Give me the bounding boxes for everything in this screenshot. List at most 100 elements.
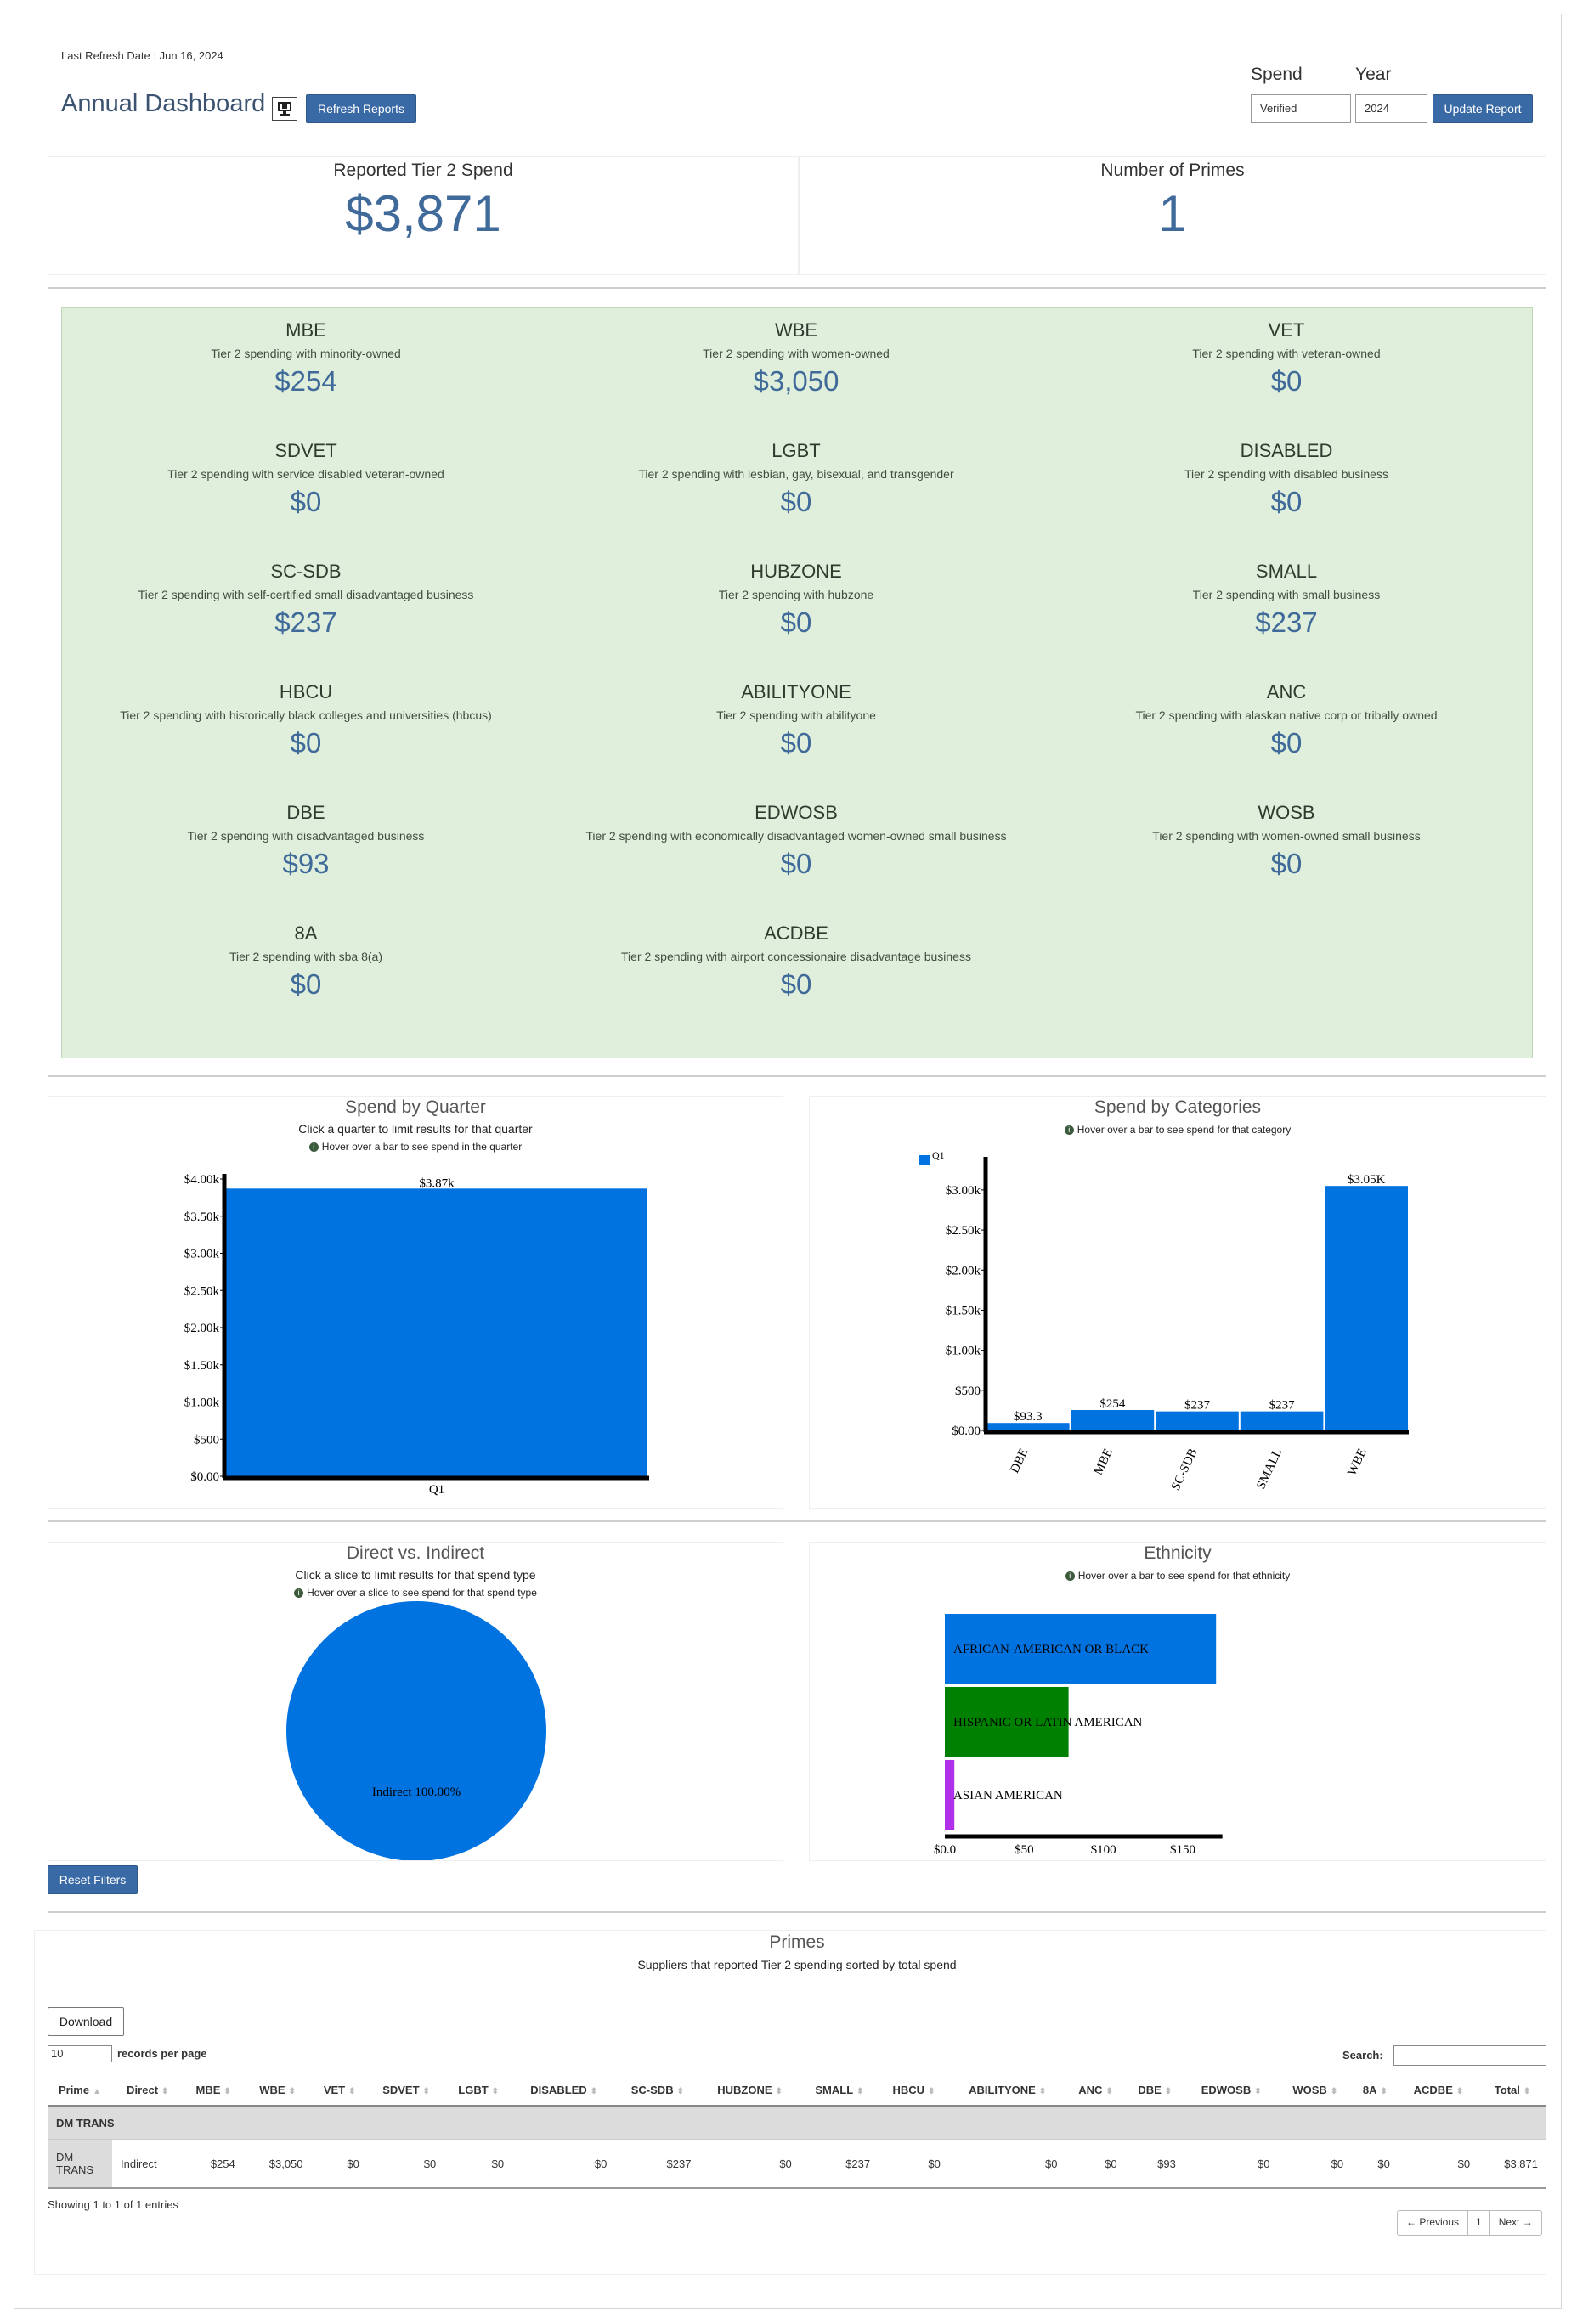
previous-page-button[interactable]: ← Previous	[1398, 2211, 1469, 2235]
category-small: SMALL Tier 2 spending with small business…	[1049, 561, 1524, 639]
category-value: $0	[780, 606, 812, 638]
per-page-select[interactable]: 10	[48, 2045, 112, 2062]
column-header-vet[interactable]: VET ⬍	[311, 2074, 368, 2107]
spend-by-quarter-hint-text: Hover over a bar to see spend in the qua…	[321, 1141, 523, 1153]
cell-direct: Indirect	[112, 2139, 184, 2189]
category-8a: 8A Tier 2 spending with sba 8(a) $0	[68, 922, 544, 1001]
direct-indirect-title: Direct vs. Indirect	[346, 1543, 485, 1563]
bar-data-label: $3.87k	[419, 1176, 455, 1190]
category-name: HBCU	[279, 681, 333, 702]
cell-small: $237	[800, 2139, 879, 2189]
column-header-dbe[interactable]: DBE ⬍	[1125, 2074, 1184, 2107]
legend-label: Q1	[932, 1149, 945, 1161]
bar-ethnicity-3	[945, 1760, 955, 1830]
column-header-wosb[interactable]: WOSB ⬍	[1278, 2074, 1353, 2107]
category-value: $0	[1270, 727, 1303, 759]
y-tick-label: $0.00	[190, 1470, 219, 1484]
column-header-edwosb[interactable]: EDWOSB ⬍	[1184, 2074, 1279, 2107]
category-value: $254	[274, 365, 337, 397]
column-header-label: VET	[323, 2083, 346, 2096]
column-header-wbe[interactable]: WBE ⬍	[243, 2074, 312, 2107]
info-icon: i	[1065, 1571, 1075, 1582]
group-row: DM TRANS	[48, 2106, 1546, 2140]
last-refresh-date: Last Refresh Date : Jun 16, 2024	[61, 49, 223, 62]
cell-lgbt: $0	[444, 2139, 513, 2189]
y-tick-label: $4.00k	[184, 1173, 220, 1187]
bar-sc-sdb	[1156, 1411, 1239, 1430]
category-description: Tier 2 spending with hubzone	[718, 588, 874, 601]
entries-info: Showing 1 to 1 of 1 entries	[48, 2198, 178, 2211]
reset-filters-button[interactable]: Reset Filters	[48, 1865, 138, 1894]
cell-wosb: $0	[1278, 2139, 1353, 2189]
column-header-abilityone[interactable]: ABILITYONE ⬍	[948, 2074, 1066, 2107]
category-name: DISABLED	[1240, 440, 1333, 461]
column-header-direct[interactable]: Direct ⬍	[112, 2074, 184, 2107]
category-name: HUBZONE	[750, 561, 842, 582]
pie-slice-indirect	[286, 1601, 546, 1860]
page-1-button[interactable]: 1	[1468, 2211, 1490, 2235]
column-header-mbe[interactable]: MBE ⬍	[183, 2074, 244, 2107]
page-title: Annual Dashboard	[61, 90, 266, 117]
category-acdbe: ACDBE Tier 2 spending with airport conces…	[558, 922, 1034, 1001]
x-tick-label: $150	[1170, 1843, 1195, 1857]
column-header-sdvet[interactable]: SDVET ⬍	[367, 2074, 445, 2107]
category-description: Tier 2 spending with historically black …	[120, 708, 492, 722]
category-description: Tier 2 spending with sba 8(a)	[229, 950, 383, 963]
column-header-acdbe[interactable]: ACDBE ⬍	[1398, 2074, 1479, 2107]
update-report-button[interactable]: Update Report	[1433, 94, 1533, 123]
divider	[48, 1075, 1546, 1077]
column-header-hubzone[interactable]: HUBZONE ⬍	[699, 2074, 800, 2107]
column-header-small[interactable]: SMALL ⬍	[800, 2074, 879, 2107]
refresh-status-icon[interactable]	[272, 97, 297, 121]
category-description: Tier 2 spending with women-owned small b…	[1152, 829, 1421, 843]
column-header-label: EDWOSB	[1201, 2083, 1252, 2096]
column-header-label: HUBZONE	[717, 2083, 772, 2096]
category-name: 8A	[294, 922, 318, 944]
column-header-hbcu[interactable]: HBCU ⬍	[879, 2074, 949, 2107]
table-header-row: Prime ▲ Direct ⬍ MBE ⬍ WBE ⬍ VET ⬍ SDVET ⬍ LGBT ⬍ DISA…	[48, 2074, 1546, 2107]
bar-small	[1240, 1411, 1324, 1430]
table-row[interactable]: DM TRANS Indirect $254 $3,050 $0 $0 $0 $0 $237 $0…	[48, 2139, 1546, 2189]
x-tick-label: Q1	[429, 1483, 444, 1497]
info-icon: i	[294, 1588, 304, 1599]
column-header-sc-sdb[interactable]: SC-SDB ⬍	[615, 2074, 700, 2107]
bar-data-label: $93.3	[1014, 1410, 1043, 1424]
category-value: $0	[1270, 365, 1303, 397]
column-header-label: SDVET	[382, 2083, 420, 2096]
sort-icon: ⬍	[928, 2086, 935, 2096]
y-tick-label: $3.00k	[184, 1248, 220, 1261]
next-page-button[interactable]: Next →	[1498, 2216, 1533, 2228]
spend-select[interactable]: Verified	[1251, 94, 1351, 123]
column-header-label: Direct	[127, 2083, 159, 2096]
y-tick-label: $1.00k	[946, 1345, 981, 1358]
category-name: ABILITYONE	[741, 681, 851, 702]
category-name: WBE	[774, 319, 818, 341]
x-tick-label: $50	[1015, 1843, 1034, 1857]
sort-icon: ⬍	[856, 2086, 864, 2096]
column-header-disabled[interactable]: DISABLED ⬍	[512, 2074, 616, 2107]
column-header-prime[interactable]: Prime ▲	[48, 2074, 112, 2107]
column-header-8a[interactable]: 8A ⬍	[1352, 2074, 1399, 2107]
category-sc-sdb: SC-SDB Tier 2 spending with self-certifie…	[68, 561, 544, 639]
column-header-total[interactable]: Total ⬍	[1478, 2074, 1546, 2107]
sort-icon: ⬍	[1164, 2086, 1173, 2096]
column-header-lgbt[interactable]: LGBT ⬍	[444, 2074, 513, 2107]
sort-asc-icon: ▲	[93, 2086, 102, 2096]
category-value: $237	[1255, 606, 1318, 638]
download-button[interactable]: Download	[48, 2007, 124, 2036]
column-header-label: 8A	[1362, 2083, 1377, 2096]
cell-edwosb: $0	[1184, 2139, 1279, 2189]
category-value: $0	[290, 968, 322, 1000]
spend-by-categories-hint-text: Hover over a bar to see spend for that c…	[1077, 1124, 1292, 1136]
category-name: LGBT	[772, 440, 821, 461]
search-input[interactable]	[1393, 2045, 1546, 2066]
refresh-reports-button[interactable]: Refresh Reports	[306, 94, 416, 123]
column-header-label: ANC	[1078, 2083, 1103, 2096]
column-header-anc[interactable]: ANC ⬍	[1065, 2074, 1126, 2107]
primes-subtitle: Suppliers that reported Tier 2 spending …	[637, 1958, 957, 1971]
direct-indirect-panel	[48, 1542, 783, 1861]
sort-icon: ⬍	[422, 2086, 430, 2096]
column-header-label: ACDBE	[1413, 2083, 1453, 2096]
year-select[interactable]: 2024	[1355, 94, 1427, 123]
category-sdvet: SDVET Tier 2 spending with service disabl…	[68, 440, 544, 518]
